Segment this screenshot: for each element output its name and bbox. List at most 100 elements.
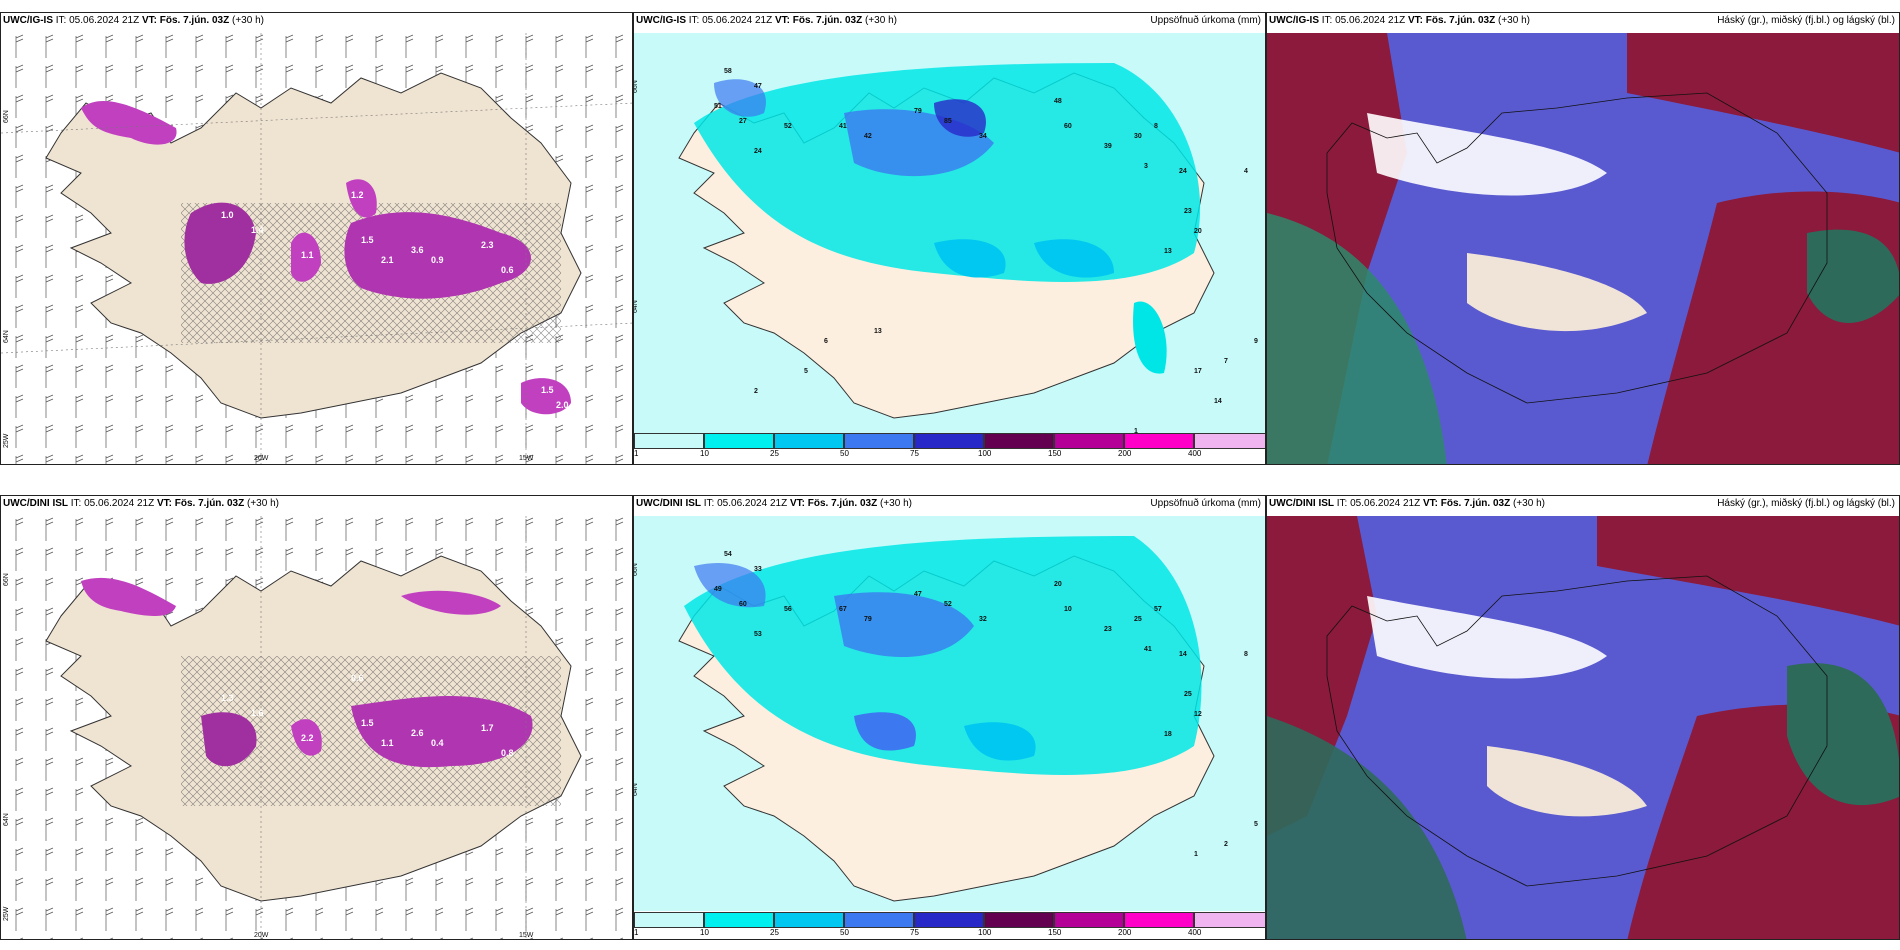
map-value-label: 0.4 — [431, 738, 444, 748]
model-name: UWC/DINI ISL — [1269, 498, 1334, 509]
color-swatch — [634, 433, 704, 449]
color-swatch — [704, 433, 774, 449]
map-value-label: 1.7 — [481, 723, 494, 733]
valid-time: VT: Fös. 7.jún. 03Z — [141, 15, 230, 26]
panel-title: Uppsöfnuð úrkoma (mm) — [1150, 498, 1261, 509]
map-value-label: 32 — [979, 616, 987, 623]
color-swatch — [774, 912, 844, 928]
colorbar-tick: 1 — [634, 449, 639, 458]
colorbar-tick: 10 — [700, 928, 709, 937]
panel-clouds-bottom: UWC/DINI ISL IT: 05.06.2024 21Z VT: Fös.… — [1266, 495, 1900, 940]
color-swatch — [844, 912, 914, 928]
colorbar-tick: 25 — [770, 449, 779, 458]
wind-map: 1.3 1.6 2.2 1.5 1.1 2.6 0.4 1.7 0.8 0.6 — [1, 516, 632, 939]
lead-time: (+30 h) — [1498, 15, 1530, 26]
color-swatch — [1194, 912, 1265, 928]
color-swatch — [984, 912, 1054, 928]
lon-label-20: 20W — [254, 455, 269, 462]
map-value-label: 34 — [979, 133, 987, 140]
map-value-label: 8 — [1154, 123, 1158, 130]
lead-time: (+30 h) — [247, 498, 279, 509]
color-swatch — [844, 433, 914, 449]
init-time: IT: 05.06.2024 21Z — [703, 498, 788, 509]
map-value-label: 27 — [739, 118, 747, 125]
map-value-label: 48 — [1054, 98, 1062, 105]
map-value-label: 57 — [1154, 606, 1162, 613]
color-swatch — [914, 912, 984, 928]
colorbar-tick: 200 — [1118, 928, 1132, 937]
colorbar-tick: 50 — [840, 928, 849, 937]
map-value-label: 2 — [754, 388, 758, 395]
map-value-label: 85 — [944, 118, 952, 125]
panel-header: UWC/IG-IS IT: 05.06.2024 21Z VT: Fös. 7.… — [3, 15, 264, 26]
map-value-label: 25 — [1184, 691, 1192, 698]
map-value-label: 0.6 — [501, 265, 514, 275]
valid-time: VT: Fös. 7.jún. 03Z — [789, 498, 878, 509]
map-value-label: 52 — [784, 123, 792, 130]
colorbar-tick: 400 — [1188, 928, 1202, 937]
model-name: UWC/DINI ISL — [636, 498, 701, 509]
cloud-map — [1267, 33, 1899, 464]
map-value-label: 1.4 — [251, 225, 264, 235]
map-value-label: 10 — [1064, 606, 1072, 613]
lat-label-64: 64N — [3, 330, 10, 343]
precip-map: 5847512752244142857934486030398324231320… — [634, 33, 1265, 433]
init-time: IT: 05.06.2024 21Z — [70, 498, 155, 509]
color-swatch — [1194, 433, 1265, 449]
lat-label-66: 66N — [633, 80, 639, 93]
map-value-label: 67 — [839, 606, 847, 613]
panel-header: UWC/DINI ISL IT: 05.06.2024 21Z VT: Fös.… — [636, 498, 912, 509]
panel-header: UWC/DINI ISL IT: 05.06.2024 21Z VT: Fös.… — [3, 498, 303, 509]
map-value-label: 4 — [1244, 168, 1248, 175]
colorbar-tick: 100 — [978, 928, 992, 937]
panel-wind-top: UWC/IG-IS IT: 05.06.2024 21Z VT: Fös. 7.… — [0, 12, 633, 465]
lat-label-66: 66N — [3, 110, 10, 123]
map-value-label: 53 — [754, 631, 762, 638]
map-value-label: 1 — [1194, 851, 1198, 858]
map-value-label: 56 — [784, 606, 792, 613]
panel-title: Uppsöfnuð úrkoma (mm) — [1150, 15, 1261, 26]
lat-label-64: 64N — [633, 300, 639, 313]
map-value-label: 39 — [1104, 143, 1112, 150]
color-swatch — [914, 433, 984, 449]
color-swatch — [1054, 433, 1124, 449]
map-value-label: 79 — [914, 108, 922, 115]
temp-blobs — [81, 100, 571, 415]
map-value-label: 24 — [1179, 168, 1187, 175]
map-value-label: 23 — [1104, 626, 1112, 633]
valid-time: VT: Fös. 7.jún. 03Z — [1407, 15, 1496, 26]
map-value-label: 2.2 — [301, 733, 314, 743]
map-value-label: 30 — [1134, 133, 1142, 140]
color-swatch — [774, 433, 844, 449]
map-value-label: 47 — [914, 591, 922, 598]
lead-time: (+30 h) — [880, 498, 912, 509]
model-name: UWC/IG-IS — [1269, 15, 1319, 26]
map-value-label: 42 — [864, 133, 872, 140]
map-value-label: 3 — [1144, 163, 1148, 170]
panel-title: Háský (gr.), miðský (fj.bl.) og lágský (… — [1717, 15, 1895, 26]
panel-clouds-top: UWC/IG-IS IT: 05.06.2024 21Z VT: Fös. 7.… — [1266, 12, 1900, 465]
map-value-label: 54 — [724, 551, 732, 558]
colorbar-tick: 25 — [770, 928, 779, 937]
model-name: UWC/IG-IS — [3, 15, 53, 26]
map-value-label: 1.0 — [221, 210, 234, 220]
map-value-label: 13 — [1164, 248, 1172, 255]
map-value-label: 33 — [754, 566, 762, 573]
map-value-label: 17 — [1194, 368, 1202, 375]
map-value-label: 13 — [874, 328, 882, 335]
lon-label-15: 15W — [519, 932, 534, 939]
map-value-label: 79 — [864, 616, 872, 623]
wind-map: 1.01.41.11.52.13.60.92.30.61.21.52.0 — [1, 33, 632, 464]
panel-header: UWC/DINI ISL IT: 05.06.2024 21Z VT: Fös.… — [1269, 498, 1545, 509]
map-value-label: 1.2 — [351, 190, 364, 200]
map-value-label: 52 — [944, 601, 952, 608]
map-value-label: 0.8 — [501, 748, 514, 758]
map-value-label: 14 — [1179, 651, 1187, 658]
lon-label-25: 25W — [3, 906, 10, 921]
map-value-label: 20 — [1194, 228, 1202, 235]
model-name: UWC/IG-IS — [636, 15, 686, 26]
map-value-label: 6 — [824, 338, 828, 345]
color-swatch — [1124, 912, 1194, 928]
lat-label-66: 66N — [3, 573, 10, 586]
colorbar-tick: 200 — [1118, 449, 1132, 458]
